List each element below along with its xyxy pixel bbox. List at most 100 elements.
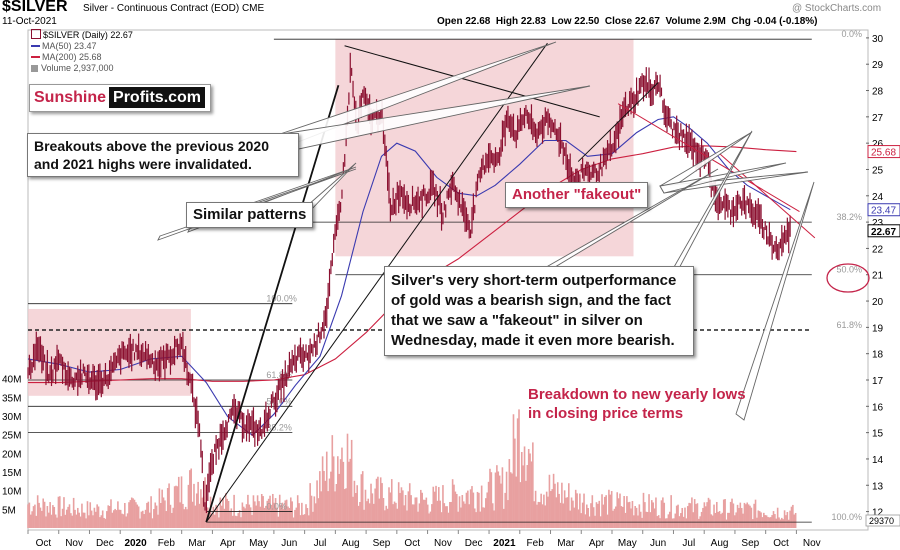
callout-pointer-10: [735, 181, 815, 421]
trend-line-5: [719, 153, 816, 239]
price-tag-ma50-box: [867, 203, 900, 217]
time-tick-label: Nov: [434, 538, 452, 549]
price-tick-label: 28: [872, 87, 884, 98]
volume-tick-label: 25M: [2, 431, 21, 442]
price-tag-ma200-box: [867, 145, 900, 159]
time-tick-label: Oct: [773, 538, 789, 549]
time-tick-label: Aug: [342, 538, 360, 549]
trend-line-4: [577, 82, 659, 162]
trend-line-2: [344, 45, 600, 118]
price-tick-label: 21: [872, 271, 884, 282]
price-tick-label: 18: [872, 350, 884, 361]
logo-profits: Profits.com: [109, 87, 206, 108]
sunshine-profits-logo: Sunshine Profits.com: [29, 84, 211, 112]
price-tick-label: 23: [872, 218, 884, 229]
price-tag-volume: 29370: [869, 516, 894, 526]
price-tick-label: 15: [872, 429, 884, 440]
legend-price-label: $SILVER (Daily) 22.67: [43, 30, 133, 40]
ohlc-stats: Open 22.68 High 22.83 Low 22.50 Close 22…: [437, 16, 818, 27]
time-tick-label: Feb: [527, 538, 545, 549]
time-tick-label: May: [618, 538, 637, 549]
stockcharts-watermark: @ StockCharts.com: [792, 3, 882, 14]
callout-breakouts: Breakouts above the previous 2020 and 20…: [27, 133, 299, 177]
fib-label-5: 61.8%: [266, 370, 292, 380]
time-axis: Oct Nov Dec 2020 Feb Mar Apr May Jun Jul Aug Sep Oct…: [27, 530, 821, 549]
time-tick-label: Oct: [404, 538, 420, 549]
price-tick-label: 14: [872, 455, 884, 466]
fib-label-4: 100.0%: [266, 294, 297, 304]
price-axis: 12 13 14 15 16 17 18 19 20 21 22 23 24 25 26 27 28 29 30: [866, 34, 884, 519]
time-tick-label: Jun: [281, 538, 297, 549]
time-tick-label: May: [249, 538, 268, 549]
time-tick-label: Nov: [803, 538, 821, 549]
time-tick-label: Dec: [96, 538, 114, 549]
fib-label-7: 38.2%: [266, 423, 292, 433]
volume-tick-label: 40M: [2, 375, 21, 386]
fib-label-3: 61.8%: [836, 320, 862, 330]
price-tick-label: 26: [872, 139, 884, 150]
legend-volume-label: Volume 2,937,000: [41, 63, 114, 73]
fib-label-2: 50.0%: [836, 265, 862, 275]
volume-tick-label: 20M: [2, 449, 21, 460]
callout-similar-patterns: Similar patterns: [186, 202, 314, 228]
price-tags: 25.68 23.47 22.67 29370: [865, 145, 900, 527]
price-tick-label: 17: [872, 376, 884, 387]
callout-another-fakeout: Another "fakeout": [505, 182, 649, 208]
time-tick-label: Sep: [741, 538, 759, 549]
chart-symbol: $SILVER: [2, 0, 68, 15]
time-tick-label: 2020: [124, 538, 147, 549]
volume-tick-label: 30M: [2, 412, 21, 423]
time-tick-label: Sep: [373, 538, 391, 549]
volume-tick-label: 10M: [2, 487, 21, 498]
volume-tick-label: 35M: [2, 393, 21, 404]
time-tick-label: Jul: [314, 538, 327, 549]
price-tag-close: 22.67: [871, 227, 896, 238]
time-tick-label: Oct: [36, 538, 52, 549]
time-tick-label: Jul: [682, 538, 695, 549]
volume-tick-label: 15M: [2, 468, 21, 479]
contract-name: Silver - Continuous Contract (EOD): [83, 3, 240, 14]
fib-label-9: 100.0%: [831, 512, 862, 522]
callout-breakdown: Breakdown to new yearly lows in closing …: [528, 386, 746, 422]
fib-label-0: 0.0%: [841, 29, 862, 39]
price-tick-label: 12: [872, 508, 884, 519]
price-tick-label: 30: [872, 34, 884, 45]
chart-date: 11-Oct-2021: [2, 16, 57, 27]
price-tick-label: 19: [872, 323, 884, 334]
trend-lines: [205, 42, 816, 523]
time-tick-label: Nov: [65, 538, 83, 549]
exchange-name: CME: [241, 3, 265, 14]
trend-line-0: [205, 85, 340, 523]
logo-sunshine: Sunshine: [34, 89, 107, 106]
fib-label-6: 50.0%: [266, 396, 292, 406]
ma50-path: [27, 116, 791, 437]
fib-label-8: 0.0%: [266, 502, 287, 512]
legend-ma200-label: MA(200) 25.68: [42, 52, 102, 62]
fib-label-1: 38.2%: [836, 212, 862, 222]
price-tick-label: 16: [872, 402, 884, 413]
time-tick-label: Feb: [158, 538, 176, 549]
price-tag-volume-box: [865, 514, 900, 527]
highlight-zone-0: [335, 39, 634, 257]
time-tick-label: Apr: [220, 538, 236, 549]
price-tag-close-box: [867, 224, 900, 238]
plot-frame: [27, 29, 869, 531]
time-tick-label: Jun: [650, 538, 666, 549]
price-tick-label: 29: [872, 60, 884, 71]
legend-ma50: MA(50) 23.47: [31, 41, 133, 52]
ma50-line: [27, 116, 791, 437]
legend-volume: Volume 2,937,000: [31, 63, 133, 74]
callout-outperformance: Silver's very short-term outperformance …: [384, 266, 694, 356]
legend-price: $SILVER (Daily) 22.67: [31, 29, 133, 41]
time-tick-label: Apr: [589, 538, 605, 549]
volume-bars: [27, 409, 797, 528]
time-tick-label: Mar: [557, 538, 575, 549]
price-tick-label: 24: [872, 192, 884, 203]
price-tag-ma50: 23.47: [871, 206, 896, 217]
price-tag-ma200: 25.68: [871, 148, 896, 159]
price-tick-label: 25: [872, 165, 884, 176]
chart-contract: Silver - Continuous Contract (EOD) CME: [83, 3, 264, 14]
legend-ma50-label: MA(50) 23.47: [42, 41, 97, 51]
time-tick-label: 2021: [493, 538, 516, 549]
time-tick-label: Dec: [465, 538, 483, 549]
